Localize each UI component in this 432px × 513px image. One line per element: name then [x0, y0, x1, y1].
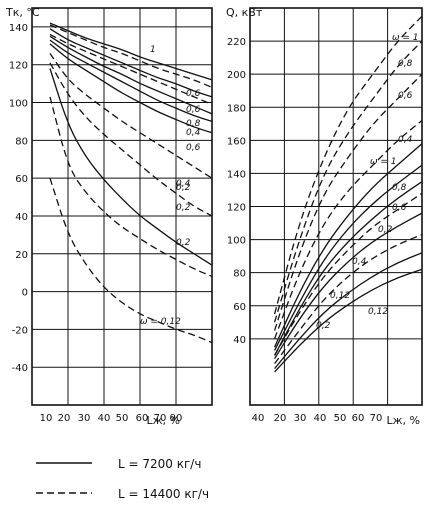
series-label: 0,2 — [176, 238, 191, 248]
x-tick-label: 70 — [370, 413, 383, 424]
series-label: 0,6 — [392, 203, 407, 213]
x-tick-label: 90 — [170, 413, 183, 424]
series-label: ω = 0,12 — [140, 317, 181, 327]
series-line — [49, 62, 213, 217]
series-line — [49, 96, 213, 278]
x-tick-label: 50 — [334, 413, 347, 424]
series-line — [273, 119, 423, 340]
x-tick-label: 70 — [154, 413, 167, 424]
y-tick-label: 100 — [9, 99, 28, 110]
y-tick-label: 120 — [227, 203, 246, 214]
legend-dashed-label: L = 14400 кг/ч — [118, 487, 209, 501]
legend: L = 7200 кг/ч L = 14400 кг/ч — [36, 457, 209, 501]
y-tick-label: 40 — [15, 212, 28, 223]
series-line — [49, 53, 213, 179]
series-line — [273, 40, 423, 323]
y-tick-label: 220 — [227, 37, 246, 48]
x-tick-label: 60 — [352, 413, 365, 424]
series-label: 0,6 — [186, 105, 201, 115]
y-tick-label: 80 — [233, 269, 246, 280]
series-line — [273, 73, 423, 331]
x-tick-label: 50 — [116, 413, 129, 424]
y-tick-label: 120 — [9, 61, 28, 72]
series-line — [273, 164, 423, 351]
series-label: 0,8 — [392, 183, 407, 193]
right-ylabel: Q, кВт — [226, 6, 263, 19]
series-label: 0,4 — [176, 179, 191, 189]
x-tick-label: 10 — [40, 413, 53, 424]
y-tick-label: 80 — [15, 136, 28, 147]
series-label: 0,8 — [398, 59, 413, 69]
right-series: ω = 1 0,8 0,6 0,4 ω = 1 0,8 0,6 0,2 0,4 0,12 0,2 0,… — [273, 15, 423, 373]
series-line — [49, 33, 213, 106]
y-tick-label: -20 — [12, 325, 28, 336]
series-line — [49, 43, 213, 134]
x-tick-label: 20 — [274, 413, 287, 424]
y-tick-label: 160 — [227, 136, 246, 147]
legend-solid-label: L = 7200 кг/ч — [118, 457, 201, 471]
y-tick-label: 140 — [227, 169, 246, 180]
series-label: 0,4 — [352, 257, 367, 267]
series-label: 1 — [150, 45, 156, 55]
series-line — [49, 39, 213, 123]
series-line — [274, 252, 423, 370]
series-label: 0,12 — [330, 291, 350, 301]
series-line — [49, 177, 213, 344]
series-line — [274, 233, 423, 365]
x-tick-label: 40 — [252, 413, 265, 424]
series-label: 0,12 — [368, 307, 388, 317]
right-xlabel: Lж, % — [387, 414, 420, 427]
left-series: ω = 0,120,20,20,20,40,60,40,80,60,61 — [49, 22, 213, 344]
series-line — [274, 268, 423, 373]
series-line — [274, 212, 423, 360]
series-line — [49, 28, 213, 98]
left-ticks: -40 -20 0 20 40 60 80 100 120 140 10 20 30 40 50 60 70 90 — [9, 23, 182, 424]
x-tick-label: 20 — [58, 413, 71, 424]
x-tick-label: 40 — [98, 413, 111, 424]
right-chart: ω = 1 0,8 0,6 0,4 ω = 1 0,8 0,6 0,2 0,4 0,12 0,2 0,… — [226, 6, 423, 427]
series-label: 0,8 — [186, 119, 201, 129]
y-tick-label: 60 — [233, 302, 246, 313]
series-label: 0,2 — [176, 183, 191, 193]
x-tick-label: 30 — [78, 413, 91, 424]
series-label: ω = 1 — [370, 157, 397, 167]
series-line — [49, 24, 213, 88]
y-tick-label: 40 — [233, 335, 246, 346]
x-tick-label: 40 — [314, 413, 327, 424]
series-line — [273, 15, 423, 315]
series-label: 0,6 — [398, 91, 413, 101]
series-line — [274, 192, 423, 356]
y-tick-label: 180 — [227, 103, 246, 114]
y-tick-label: 0 — [22, 288, 28, 299]
series-line — [49, 22, 213, 81]
y-tick-label: -40 — [12, 363, 28, 374]
series-line — [49, 68, 213, 266]
x-tick-label: 30 — [294, 413, 307, 424]
series-line — [273, 143, 423, 348]
y-tick-label: 60 — [15, 174, 28, 185]
left-chart: ω = 0,120,20,20,20,40,60,40,80,60,61 -40… — [5, 6, 213, 427]
series-label: 0,2 — [316, 321, 331, 331]
x-tick-label: 60 — [136, 413, 149, 424]
series-label: 0,4 — [186, 128, 201, 138]
y-tick-label: 100 — [227, 236, 246, 247]
plot-frame — [31, 7, 213, 406]
series-line — [49, 35, 213, 115]
left-xlabel: Lж, % — [147, 414, 180, 427]
series-line — [273, 181, 423, 356]
series-label: 0,6 — [186, 89, 201, 99]
series-label: 0,2 — [378, 225, 393, 235]
series-label: 0,6 — [186, 143, 201, 153]
left-ylabel: Tк, °C — [5, 6, 40, 19]
series-label: 0,2 — [176, 203, 191, 213]
y-tick-label: 200 — [227, 70, 246, 81]
series-label: ω = 1 — [392, 33, 419, 43]
y-tick-label: 20 — [15, 250, 28, 261]
right-ticks: 40 60 80 100 120 140 160 180 200 220 40 20 30 40 50 60 7… — [227, 37, 382, 424]
series-label: 0,4 — [398, 135, 413, 145]
y-tick-label: 140 — [9, 23, 28, 34]
